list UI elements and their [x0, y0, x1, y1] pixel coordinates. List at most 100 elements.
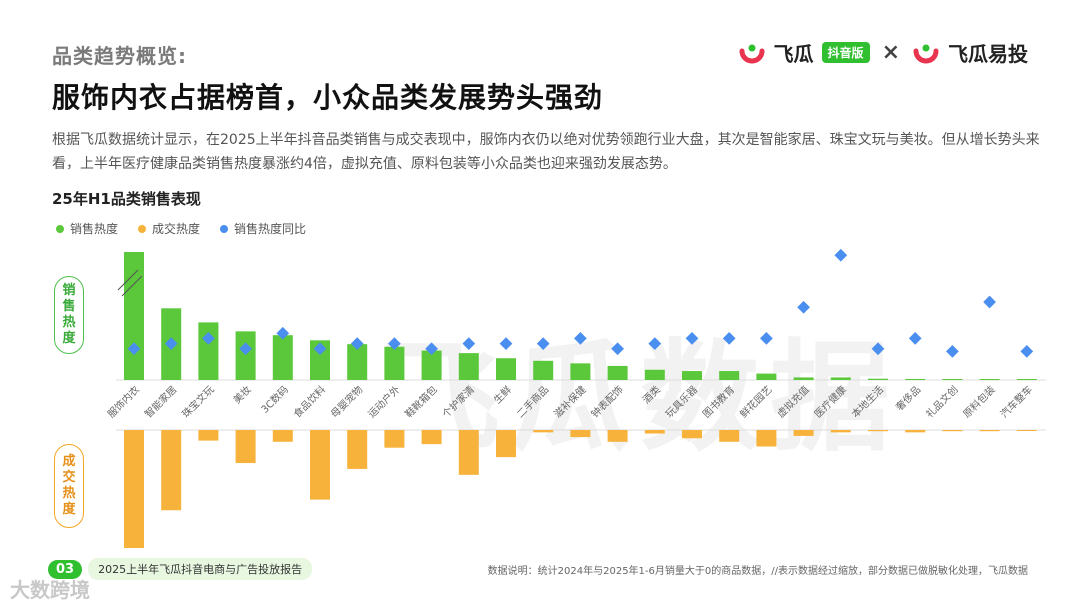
yoy-point	[797, 300, 810, 314]
sales-bar	[1016, 379, 1037, 380]
yoy-point	[722, 332, 736, 345]
sales-bar	[607, 365, 628, 380]
yoy-point	[499, 337, 513, 350]
sales-bar	[198, 322, 219, 380]
yoy-point	[202, 332, 215, 345]
category-tick-label: 奢侈品	[893, 383, 923, 413]
category-tick-label: 鞋靴箱包	[402, 383, 439, 420]
page-number: 03	[48, 559, 83, 579]
feigua-logo-icon	[738, 39, 766, 67]
sales-bar	[496, 358, 516, 380]
category-tick-label: 钟表配饰	[588, 383, 625, 420]
chart-legend: 销售热度 成交热度 销售热度同比	[56, 220, 306, 237]
category-tick-label: 珠宝文玩	[179, 383, 216, 420]
deal-bar	[719, 430, 740, 442]
deal-bar	[570, 430, 591, 438]
sales-bar	[384, 346, 405, 380]
deal-bar	[235, 430, 256, 464]
deal-bar	[496, 430, 516, 458]
sales-bar	[570, 363, 591, 380]
deal-axis-label: 成交热度	[54, 444, 84, 528]
data-note: 数据说明：统计2024年与2025年1-6月销量大于0的商品数据，//表示数据经…	[487, 566, 1028, 577]
deal-bar	[124, 430, 144, 548]
yoy-point	[611, 342, 624, 356]
category-tick-label: 玩具乐器	[663, 384, 700, 421]
sales-bar	[905, 378, 926, 380]
category-tick-label: 食品饮料	[291, 383, 328, 420]
sales-bar	[533, 360, 554, 380]
category-tick-label: 生鲜	[491, 383, 514, 406]
category-tick-label: 汽车整车	[997, 383, 1034, 420]
deal-bar	[756, 430, 777, 447]
legend-sales: 销售热度	[56, 220, 118, 237]
brand-badge: 抖音版	[821, 42, 870, 63]
category-tick-label: 鲜花园艺	[737, 383, 774, 420]
category-tick-label: 礼品文创	[923, 383, 960, 420]
brand-name-1: 飞瓜	[773, 42, 814, 66]
yoy-point	[276, 326, 290, 340]
yoy-point	[760, 332, 773, 345]
deal-bar	[793, 430, 814, 436]
scale-break-mark	[117, 269, 139, 291]
feigua-yitou-logo-icon	[912, 39, 940, 67]
yoy-point	[127, 342, 141, 356]
legend-deal: 成交热度	[138, 220, 200, 237]
sales-bar	[458, 353, 479, 380]
category-tick-label: 母婴宠物	[328, 383, 365, 420]
category-tick-label: 图书教育	[700, 383, 737, 420]
brand-name-2: 飞瓜易投	[948, 42, 1028, 66]
sales-bar	[310, 340, 330, 380]
deal-bar	[458, 430, 479, 475]
category-tick-label: 原料包装	[960, 383, 997, 420]
yoy-point	[388, 337, 401, 350]
page-title: 服饰内衣占据榜首，小众品类发展势头强劲	[52, 81, 604, 114]
yoy-point	[239, 342, 252, 356]
yoy-point	[164, 337, 178, 350]
deal-bar	[421, 430, 442, 445]
deal-bar	[979, 430, 1000, 432]
chart-title: 25年H1品类销售表现	[52, 190, 201, 208]
yoy-point	[834, 248, 848, 262]
category-tick-label: 医疗健康	[811, 383, 848, 420]
sales-bar	[235, 331, 256, 380]
yoy-point	[574, 332, 587, 345]
sales-bar	[272, 335, 293, 380]
yoy-point	[908, 332, 922, 345]
sales-bar	[756, 373, 777, 380]
deal-bar	[607, 430, 628, 442]
deal-bar	[198, 430, 219, 441]
sales-bar	[421, 350, 442, 380]
footer-left: 03 2025上半年飞瓜抖音电商与广告投放报告	[48, 558, 313, 580]
yoy-point	[462, 337, 476, 350]
sales-bar	[868, 378, 888, 380]
corner-watermark: 大数跨境	[10, 578, 90, 602]
brand-bar: 飞瓜 抖音版 × 飞瓜易投	[738, 38, 1028, 67]
yoy-point	[685, 332, 699, 345]
deal-bar	[682, 430, 702, 439]
yoy-point	[983, 295, 996, 309]
brand-times: ×	[881, 40, 900, 65]
yoy-point	[648, 337, 662, 350]
category-tick-label: 本地生活	[849, 383, 886, 420]
sales-bar	[830, 377, 851, 380]
sales-axis-label: 销售热度	[54, 276, 84, 354]
yoy-point	[313, 342, 327, 356]
deal-bar	[533, 430, 554, 433]
yoy-point	[536, 337, 550, 350]
deal-bar	[161, 430, 182, 511]
yoy-point	[946, 345, 959, 358]
category-tick-label: 运动户外	[365, 383, 402, 420]
intro-paragraph: 根据飞瓜数据统计显示，在2025上半年抖音品类销售与成交表现中，服饰内衣仍以绝对…	[52, 132, 1040, 172]
category-tick-label: 服饰内衣	[105, 383, 142, 420]
yoy-point	[871, 342, 885, 356]
report-title: 2025上半年飞瓜抖音电商与广告投放报告	[88, 558, 313, 580]
category-tick-label: 滋补保健	[551, 383, 588, 420]
sales-bar	[644, 369, 665, 380]
yoy-point	[1020, 345, 1034, 358]
yoy-point	[350, 337, 364, 350]
deal-bar	[384, 430, 405, 448]
deal-bar	[830, 430, 851, 433]
deal-bar	[942, 430, 963, 432]
sales-bar	[124, 252, 144, 380]
